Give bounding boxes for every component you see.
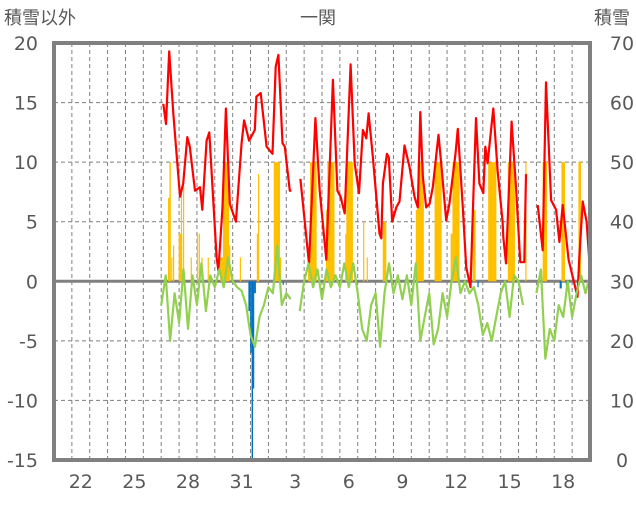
- y-left-tick-label: -15: [7, 450, 38, 472]
- orange-bar: [366, 257, 368, 282]
- blue-bar: [250, 281, 252, 353]
- y-right-tick-label: 0: [616, 450, 628, 472]
- orange-bar: [280, 257, 282, 282]
- left-axis-title: 積雪以外: [4, 8, 76, 29]
- x-tick-label: 28: [176, 471, 200, 493]
- x-tick-label: 22: [69, 471, 93, 493]
- y-left-tick-label: 0: [26, 271, 38, 293]
- orange-bar: [382, 221, 387, 282]
- orange-bar: [171, 257, 173, 282]
- blue-bar: [477, 281, 479, 288]
- y-right-tick-label: 10: [610, 390, 634, 412]
- orange-bar: [327, 162, 335, 282]
- y-right-tick-label: 60: [610, 93, 634, 115]
- y-left-tick-label: 10: [14, 152, 38, 174]
- orange-bar: [182, 185, 185, 282]
- x-tick-label: 3: [289, 471, 301, 493]
- orange-bar: [561, 162, 565, 282]
- orange-bar: [180, 185, 183, 282]
- orange-bar: [488, 162, 497, 282]
- orange-bar: [417, 162, 424, 282]
- green-line: [160, 244, 292, 348]
- chart-title: 一関: [300, 8, 336, 29]
- x-tick-label: 12: [444, 471, 468, 493]
- orange-bar: [415, 209, 418, 282]
- orange-bar: [223, 162, 230, 282]
- plot-border: [52, 41, 592, 462]
- orange-bar: [220, 257, 224, 282]
- red-line: [536, 81, 592, 298]
- y-left-tick-label: 5: [26, 212, 38, 234]
- orange-bar: [507, 162, 515, 282]
- y-left-tick-label: 15: [14, 93, 38, 115]
- orange-bar: [434, 162, 442, 282]
- orange-bar: [345, 233, 347, 282]
- y-left-tick-label: -5: [19, 331, 38, 353]
- x-tick-label: 25: [122, 471, 146, 493]
- bar-series: [167, 162, 582, 460]
- x-tick-label: 31: [230, 471, 254, 493]
- y-right-tick-label: 70: [610, 33, 634, 55]
- orange-bar: [542, 162, 548, 282]
- orange-bar: [178, 233, 183, 282]
- blue-bar: [253, 281, 255, 389]
- orange-bar: [239, 257, 242, 282]
- orange-bar: [258, 174, 260, 282]
- right-axis-title: 積雪: [594, 8, 630, 29]
- green-line: [298, 256, 525, 348]
- orange-bar: [172, 245, 175, 282]
- orange-bar: [196, 233, 199, 282]
- x-tick-label: 15: [498, 471, 522, 493]
- orange-bar: [190, 257, 192, 282]
- orange-bar: [169, 162, 171, 282]
- blue-bar: [251, 281, 254, 460]
- orange-bar: [207, 257, 209, 282]
- red-line: [162, 50, 292, 272]
- blue-bar: [559, 281, 562, 289]
- orange-bar: [363, 221, 365, 282]
- x-tick-label: 9: [396, 471, 408, 493]
- orange-bar: [472, 209, 476, 282]
- blue-bar: [254, 281, 256, 294]
- y-right-tick-label: 20: [610, 331, 634, 353]
- orange-bar: [273, 162, 281, 282]
- green-line: [535, 268, 592, 360]
- y-right-tick-label: 50: [610, 152, 634, 174]
- orange-bar: [452, 162, 460, 282]
- orange-bar: [578, 162, 582, 282]
- orange-bar: [167, 197, 170, 282]
- y-left-tick-label: -10: [7, 390, 38, 412]
- orange-bar: [256, 233, 259, 282]
- orange-bar: [198, 233, 200, 282]
- x-tick-label: 18: [551, 471, 575, 493]
- blue-bar: [248, 281, 251, 312]
- y-right-tick-label: 40: [610, 212, 634, 234]
- y-right-tick-label: 30: [610, 271, 634, 293]
- orange-bar: [346, 162, 353, 282]
- y-left-tick-label: 20: [14, 33, 38, 55]
- orange-bar: [310, 162, 317, 282]
- blue-bar: [282, 281, 284, 285]
- plot-frame: [52, 41, 592, 462]
- red-line: [299, 63, 528, 289]
- orange-bar: [450, 233, 453, 282]
- x-tick-label: 6: [343, 471, 355, 493]
